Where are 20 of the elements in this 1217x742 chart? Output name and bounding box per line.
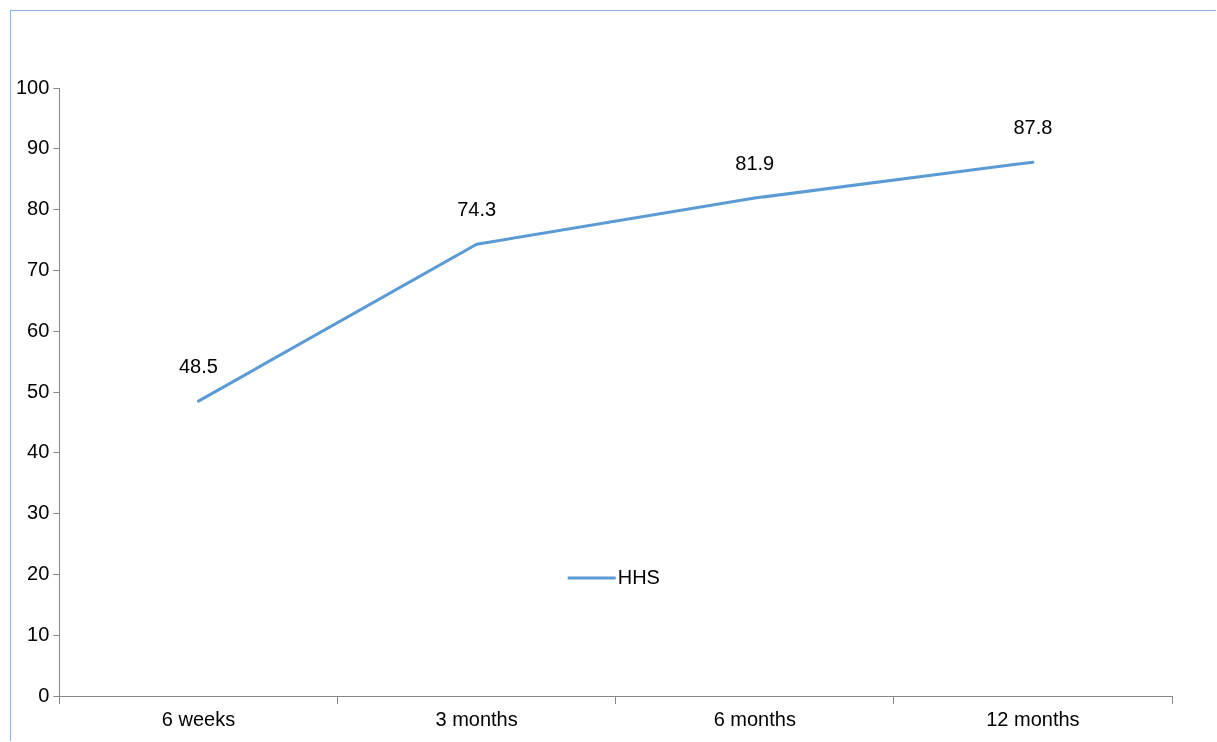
y-tick-label: 70 <box>27 257 50 280</box>
y-tick-label: 100 <box>15 75 50 98</box>
y-tick-label: 80 <box>27 197 50 220</box>
y-tick-label: 60 <box>27 318 50 341</box>
y-tick-label: 40 <box>27 440 50 463</box>
data-label: 81.9 <box>735 152 775 175</box>
x-tick-label: 6 months <box>713 707 796 730</box>
x-tick-label: 6 weeks <box>161 707 236 730</box>
data-label: 48.5 <box>178 355 218 378</box>
legend-label: HHS <box>617 565 660 588</box>
y-tick-label: 0 <box>38 683 50 706</box>
y-tick-label: 30 <box>27 501 50 524</box>
y-tick-label: 10 <box>27 622 50 645</box>
x-tick-label: 3 months <box>435 707 518 730</box>
y-tick-label: 90 <box>27 136 50 159</box>
x-tick-label: 12 months <box>986 707 1080 730</box>
y-tick-label: 20 <box>27 561 50 584</box>
data-label: 87.8 <box>1013 116 1053 139</box>
y-tick-label: 50 <box>27 379 50 402</box>
data-label: 74.3 <box>457 198 497 221</box>
